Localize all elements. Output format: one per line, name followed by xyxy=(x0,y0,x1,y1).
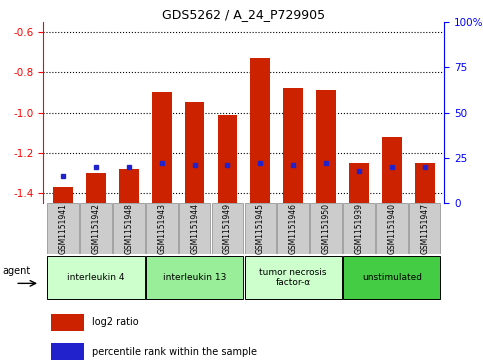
Bar xyxy=(86,173,106,203)
Bar xyxy=(343,256,440,299)
Bar xyxy=(152,92,171,203)
Bar xyxy=(146,256,243,299)
Text: GSM1151942: GSM1151942 xyxy=(92,203,100,254)
Text: GSM1151949: GSM1151949 xyxy=(223,203,232,254)
Text: GSM1151943: GSM1151943 xyxy=(157,203,166,254)
Text: interleukin 13: interleukin 13 xyxy=(163,273,227,282)
Text: GSM1151941: GSM1151941 xyxy=(59,203,68,254)
Bar xyxy=(47,203,79,254)
Bar xyxy=(113,203,145,254)
Text: log2 ratio: log2 ratio xyxy=(92,318,138,327)
Bar xyxy=(185,102,204,203)
Bar xyxy=(119,169,139,203)
Text: GSM1151946: GSM1151946 xyxy=(289,203,298,254)
Bar xyxy=(382,137,402,203)
Bar xyxy=(415,163,435,203)
Bar xyxy=(277,203,309,254)
Bar xyxy=(343,203,375,254)
Bar xyxy=(52,314,84,331)
Bar xyxy=(251,58,270,203)
Text: tumor necrosis
factor-α: tumor necrosis factor-α xyxy=(259,268,327,287)
Bar xyxy=(349,163,369,203)
Text: GSM1151947: GSM1151947 xyxy=(420,203,429,254)
Text: GSM1151939: GSM1151939 xyxy=(355,203,363,254)
Bar xyxy=(52,343,84,360)
Text: unstimulated: unstimulated xyxy=(362,273,422,282)
Bar xyxy=(53,187,73,203)
Text: agent: agent xyxy=(2,266,30,276)
Text: GSM1151945: GSM1151945 xyxy=(256,203,265,254)
Text: percentile rank within the sample: percentile rank within the sample xyxy=(92,347,256,356)
Bar xyxy=(284,88,303,203)
Bar xyxy=(244,256,342,299)
Bar xyxy=(146,203,178,254)
Bar xyxy=(310,203,342,254)
Bar xyxy=(47,256,145,299)
Text: GSM1151944: GSM1151944 xyxy=(190,203,199,254)
Bar xyxy=(316,90,336,203)
Bar xyxy=(218,115,237,203)
Text: GSM1151948: GSM1151948 xyxy=(125,203,133,254)
Bar xyxy=(409,203,440,254)
Text: interleukin 4: interleukin 4 xyxy=(67,273,125,282)
Title: GDS5262 / A_24_P729905: GDS5262 / A_24_P729905 xyxy=(162,8,326,21)
Text: GSM1151940: GSM1151940 xyxy=(387,203,396,254)
Bar xyxy=(212,203,243,254)
Text: GSM1151950: GSM1151950 xyxy=(322,203,330,254)
Bar xyxy=(244,203,276,254)
Bar xyxy=(376,203,408,254)
Bar xyxy=(179,203,211,254)
Bar xyxy=(80,203,112,254)
